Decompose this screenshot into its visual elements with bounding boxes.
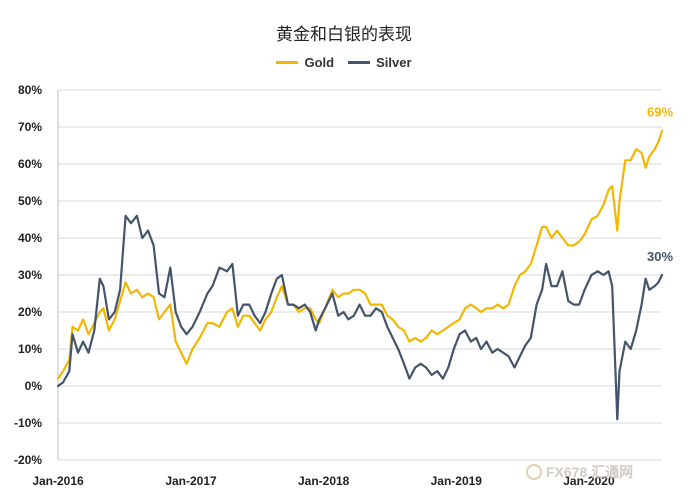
y-tick-label: 60% [18,157,42,171]
series-line-gold [56,129,664,380]
legend-label-silver: Silver [376,55,412,70]
watermark-text: FX678 汇通网 [546,464,634,480]
y-tick-label: 50% [18,194,42,208]
x-tick-label: Jan-2016 [32,474,84,488]
legend: Gold Silver [0,55,688,70]
y-tick-label: 0% [25,379,43,393]
end-label-gold: 69% [647,105,673,120]
legend-swatch-silver [348,61,371,64]
watermark-logo-icon [526,464,542,480]
watermark: FX678 汇通网 [526,462,633,482]
legend-swatch-gold [276,61,299,64]
y-tick-label: 80% [18,83,42,97]
x-tick-label: Jan-2018 [298,474,350,488]
y-tick-label: 70% [18,120,42,134]
y-tick-label: 10% [18,342,42,356]
series-lines [56,129,664,421]
end-label-silver: 30% [647,249,673,264]
legend-item-silver: Silver [348,55,412,70]
y-tick-label: 30% [18,268,42,282]
y-tick-label: 40% [18,231,42,245]
x-tick-label: Jan-2020 [563,474,615,488]
legend-label-gold: Gold [304,55,335,70]
gridlines [58,89,662,461]
legend-item-gold: Gold [276,55,334,70]
x-tick-label: Jan-2017 [165,474,217,488]
y-axis: 80% 70% 60% 50% 40% 30% 20% 10% 0% -10% -20% [14,83,59,467]
x-axis: Jan-2016 Jan-2017 Jan-2018 Jan-2019 Jan-2020 [32,474,615,488]
y-tick-label: -20% [14,453,42,467]
y-tick-label: 20% [18,305,42,319]
y-tick-label: -10% [14,416,42,430]
chart-title: 黄金和白银的表现 [276,25,412,45]
x-tick-label: Jan-2019 [431,474,483,488]
end-labels: 69% 30% [647,105,673,264]
series-line-silver [56,214,664,421]
